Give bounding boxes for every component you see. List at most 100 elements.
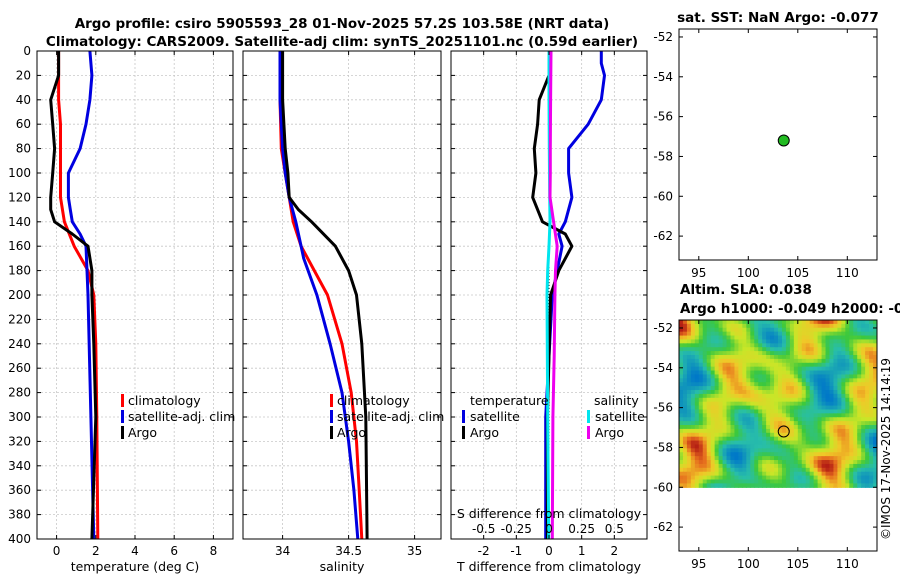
sla-cell <box>698 467 704 473</box>
sla-cell <box>813 440 819 446</box>
sla-cell <box>734 335 739 341</box>
sla-cell <box>714 320 720 325</box>
sla-cell <box>833 483 838 488</box>
sla-cell <box>841 327 846 333</box>
sla-cell <box>853 335 858 341</box>
sla-cell <box>706 471 712 477</box>
sla-cell <box>766 440 771 446</box>
sla-cell <box>742 343 747 348</box>
sla-cell <box>865 479 870 484</box>
sla-cell <box>682 347 688 352</box>
sla-cell <box>762 417 767 422</box>
sla-cell <box>781 436 787 442</box>
sla-cell <box>785 413 791 418</box>
sla-cell <box>710 409 716 414</box>
sla-cell <box>829 351 835 356</box>
sla-cell <box>829 479 835 484</box>
sla-cell <box>781 467 787 473</box>
sla-cell <box>758 440 763 446</box>
sla-cell <box>750 456 755 461</box>
sla-cell <box>694 425 700 430</box>
sla-cell <box>754 347 759 352</box>
sla-cell <box>682 471 688 477</box>
sla-cell <box>821 386 827 391</box>
sla-cell <box>833 382 838 387</box>
sla-cell <box>781 401 787 407</box>
sla-cell <box>781 386 787 391</box>
sla-cell <box>801 425 807 430</box>
sla-cell <box>770 390 775 395</box>
sla-cell <box>869 425 874 430</box>
sla-cell <box>817 331 823 337</box>
sla-cell <box>766 386 771 391</box>
sla-cell <box>813 339 819 344</box>
sla-cell <box>742 390 747 395</box>
sla-cell <box>686 483 692 488</box>
sla-cell <box>833 374 838 379</box>
sla-cell <box>774 456 779 461</box>
sla-cell <box>813 405 819 411</box>
sla-cell <box>686 475 692 481</box>
sla-cell <box>698 320 704 325</box>
sla-cell <box>853 323 858 329</box>
sla-cell <box>785 444 791 449</box>
sla-cell <box>686 339 692 344</box>
sla-cell <box>849 432 854 438</box>
sla-cell <box>706 444 712 449</box>
sla-cell <box>710 471 716 477</box>
sla-cell <box>766 448 771 453</box>
sla-cell <box>789 327 795 333</box>
sla-cell <box>861 378 866 383</box>
sla-cell <box>742 323 747 329</box>
sla-cell <box>857 456 862 461</box>
sla-cell <box>758 370 763 376</box>
sla-cell <box>778 378 783 383</box>
sla-cell <box>698 378 704 383</box>
sla-cell <box>702 362 708 368</box>
sla-cell <box>778 448 783 453</box>
temperature-lines <box>49 51 100 539</box>
sla-cell <box>730 351 736 356</box>
sla-cell <box>845 409 850 414</box>
sla-cell <box>746 444 751 449</box>
sla-cell <box>742 471 747 477</box>
sla-cell <box>873 331 877 337</box>
sla-cell <box>730 397 736 403</box>
sla-cell <box>738 378 743 383</box>
sla-cell <box>793 362 799 368</box>
sla-cell <box>821 351 827 356</box>
temperature-legend-swatch <box>121 426 124 439</box>
sla-cell <box>833 358 838 364</box>
sla-cell <box>805 471 811 477</box>
sla-cell <box>754 421 759 426</box>
sla-cell <box>714 448 720 453</box>
sla-cell <box>722 382 728 387</box>
sla-cell <box>758 362 763 368</box>
sla-cell <box>829 401 835 407</box>
sla-cell <box>686 456 692 461</box>
sla-cell <box>837 358 842 364</box>
sla-cell <box>774 440 779 446</box>
sla-cell <box>770 358 775 364</box>
sla-cell <box>774 463 779 469</box>
sla-cell <box>781 370 787 376</box>
sla-cell <box>801 355 807 360</box>
sla-cell <box>869 471 874 477</box>
sla-cell <box>682 440 688 446</box>
sla-cell <box>865 370 870 376</box>
sla-cell <box>698 432 704 438</box>
sla-cell <box>754 397 759 403</box>
sla-cell <box>785 471 791 477</box>
sla-cell <box>813 343 819 348</box>
sla-cell <box>774 417 779 422</box>
sla-cell <box>809 436 815 442</box>
sla-cell <box>754 432 759 438</box>
sla-cell <box>706 405 712 411</box>
sla-cell <box>718 331 724 337</box>
sla-cell <box>694 463 700 469</box>
sla-cell <box>710 351 716 356</box>
sla-cell <box>797 390 803 395</box>
sla-cell <box>805 401 811 407</box>
sla-cell <box>845 378 850 383</box>
sla-cell <box>837 432 842 438</box>
